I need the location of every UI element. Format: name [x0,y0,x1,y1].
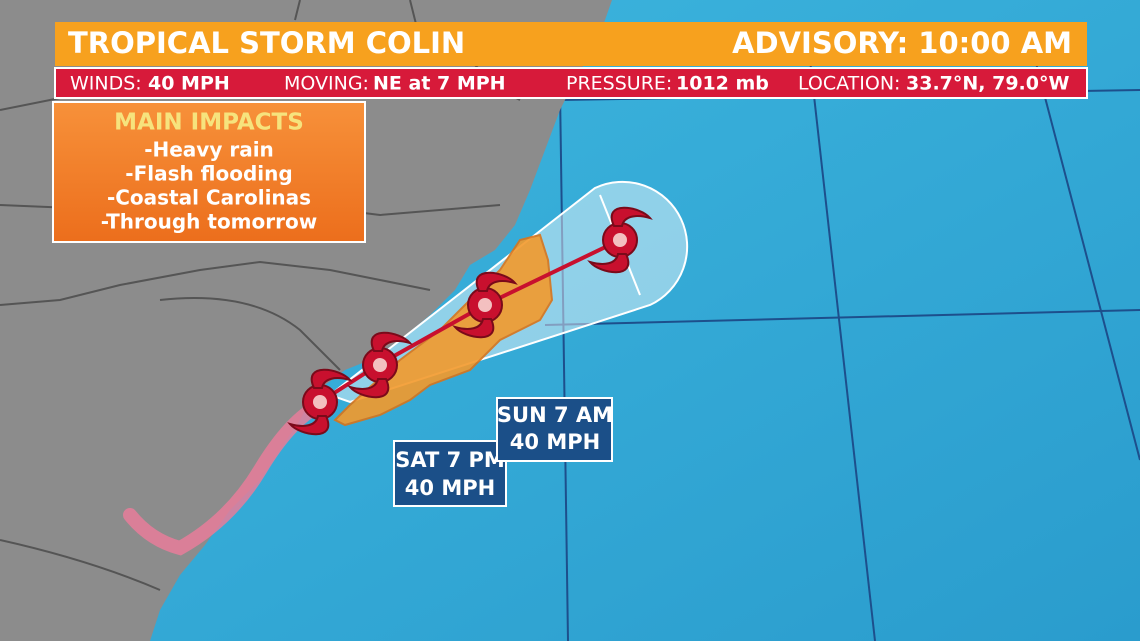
impact-item: -Heavy rain [144,138,274,162]
past-track [123,398,327,556]
impact-item: -Coastal Carolinas [107,186,311,210]
impact-item: -Through tomorrow [101,210,317,234]
forecast-track [318,238,621,404]
stat-value: 33.7°N, 79.0°W [906,73,1069,95]
forecast-wind: 40 MPH [510,430,600,454]
storm-title: TROPICAL STORM COLIN [68,26,465,60]
forecast-time: SUN 7 AM [497,403,613,427]
impacts-title: MAIN IMPACTS [114,110,304,136]
impact-item: -Flash flooding [125,162,292,186]
forecast-wind: 40 MPH [405,476,495,500]
header-bar [55,22,1087,66]
stat-label: LOCATION: [798,73,900,95]
forecast-label-box [496,397,613,462]
impacts-box [52,101,366,243]
forecast-label-box [393,440,507,507]
advisory-time: ADVISORY: 10:00 AM [732,26,1072,60]
stat-value: 40 MPH [148,73,230,95]
stat-label: MOVING: [284,73,369,95]
stat-label: WINDS: [70,73,142,95]
forecast-time: SAT 7 PM [395,448,505,472]
stats-bar [54,67,1088,99]
stat-value: 1012 mb [676,73,769,95]
stat-value: NE at 7 MPH [373,73,506,95]
stat-label: PRESSURE: [566,73,672,95]
stats: WINDS: 40 MPH MOVING: NE at 7 MPH PRESSU… [70,73,1069,95]
